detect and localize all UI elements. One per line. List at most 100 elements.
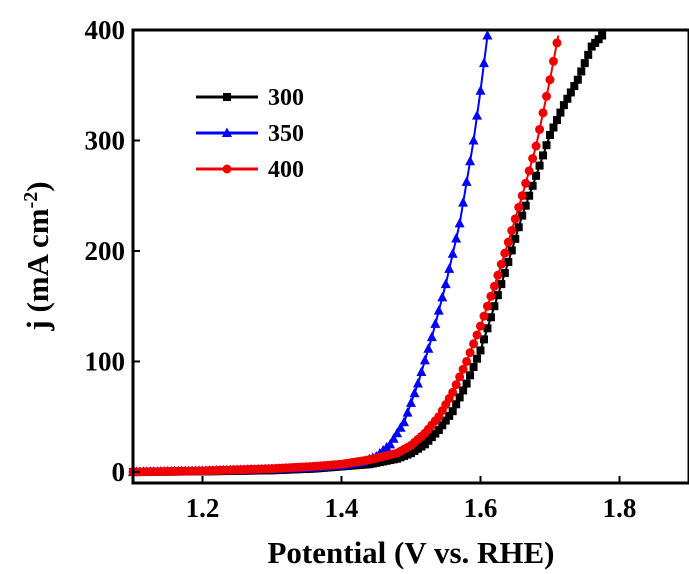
data-point	[489, 281, 499, 291]
x-tick-label: 1.2	[186, 493, 220, 523]
data-point	[539, 151, 548, 160]
legend: 300 350 400	[196, 85, 304, 183]
legend-label: 350	[268, 121, 304, 147]
data-point	[496, 259, 506, 269]
data-point	[402, 407, 413, 417]
data-point	[531, 141, 541, 151]
data-point	[423, 343, 434, 353]
data-point	[388, 433, 399, 443]
data-point	[521, 201, 530, 210]
series-line-300	[132, 34, 603, 473]
y-tick-label: 200	[85, 236, 126, 266]
data-point	[524, 166, 534, 176]
data-point	[458, 197, 469, 207]
data-point	[440, 278, 451, 289]
data-point	[518, 211, 527, 220]
data-point	[500, 269, 509, 278]
data-point	[438, 421, 447, 430]
data-point	[419, 354, 430, 365]
data-point	[478, 57, 489, 68]
data-point	[465, 155, 476, 166]
data-point	[535, 161, 544, 170]
data-point	[525, 191, 534, 200]
data-point	[412, 378, 423, 388]
data-point	[448, 387, 458, 397]
plot-frame	[131, 28, 689, 485]
data-point	[511, 234, 520, 243]
series-400	[128, 35, 562, 477]
x-tick-label: 1.4	[325, 493, 359, 523]
data-point	[399, 416, 410, 427]
data-point	[445, 411, 454, 420]
data-point	[507, 246, 516, 255]
data-point	[521, 178, 531, 188]
y-tick-label: 400	[85, 15, 126, 45]
data-point	[392, 427, 403, 438]
data-point	[444, 263, 455, 273]
data-point	[493, 291, 502, 300]
data-point	[559, 101, 568, 110]
data-point	[566, 88, 575, 97]
data-point	[409, 387, 420, 398]
data-point	[462, 356, 472, 366]
legend-label: 300	[268, 85, 304, 111]
data-point	[573, 75, 582, 84]
data-point	[473, 354, 482, 363]
legend-item-350: 350	[196, 121, 304, 147]
data-point	[486, 291, 496, 301]
y-axis: 0 100 200 300 400	[85, 15, 140, 487]
data-point	[452, 400, 461, 409]
data-point	[532, 171, 541, 180]
data-point	[469, 339, 479, 349]
y-axis-title-superscript: -2	[20, 192, 42, 209]
data-point	[430, 318, 441, 328]
data-point	[552, 38, 562, 48]
legend-marker	[223, 93, 231, 101]
data-point	[548, 56, 558, 66]
legend-marker	[222, 127, 232, 137]
data-point	[577, 67, 586, 76]
data-point	[483, 324, 492, 333]
data-point	[482, 301, 492, 311]
data-point	[455, 372, 465, 382]
data-point	[538, 108, 548, 118]
data-point	[476, 321, 485, 331]
data-point	[514, 223, 523, 232]
data-point	[510, 214, 520, 224]
data-point	[385, 438, 396, 449]
data-point	[468, 134, 479, 145]
x-tick-label: 1.6	[464, 493, 498, 523]
data-point	[465, 348, 475, 358]
y-tick-label: 100	[85, 346, 126, 376]
data-point	[549, 123, 558, 132]
data-point	[458, 364, 468, 374]
data-point	[406, 397, 416, 407]
series-350	[128, 30, 493, 476]
data-point	[441, 416, 450, 425]
series-line-400	[132, 35, 560, 473]
data-point	[528, 153, 538, 163]
data-point	[479, 335, 488, 344]
data-point	[542, 141, 551, 150]
x-tick-label: 1.8	[603, 493, 637, 523]
data-point	[479, 311, 489, 321]
data-point	[451, 380, 461, 390]
data-point	[486, 313, 495, 322]
data-point	[514, 202, 524, 212]
series-line-350	[132, 35, 489, 473]
data-point	[451, 233, 462, 243]
data-point	[542, 91, 552, 101]
data-point	[416, 366, 427, 376]
data-point	[466, 371, 475, 380]
series-layer	[128, 30, 607, 477]
data-point	[504, 258, 513, 267]
data-point	[570, 82, 579, 91]
data-point	[433, 305, 444, 315]
data-point	[469, 362, 478, 371]
data-point	[545, 75, 555, 85]
data-point	[546, 130, 554, 139]
data-point	[552, 116, 561, 125]
data-point	[563, 94, 572, 103]
x-axis-title: Potential (V vs. RHE)	[267, 535, 554, 570]
